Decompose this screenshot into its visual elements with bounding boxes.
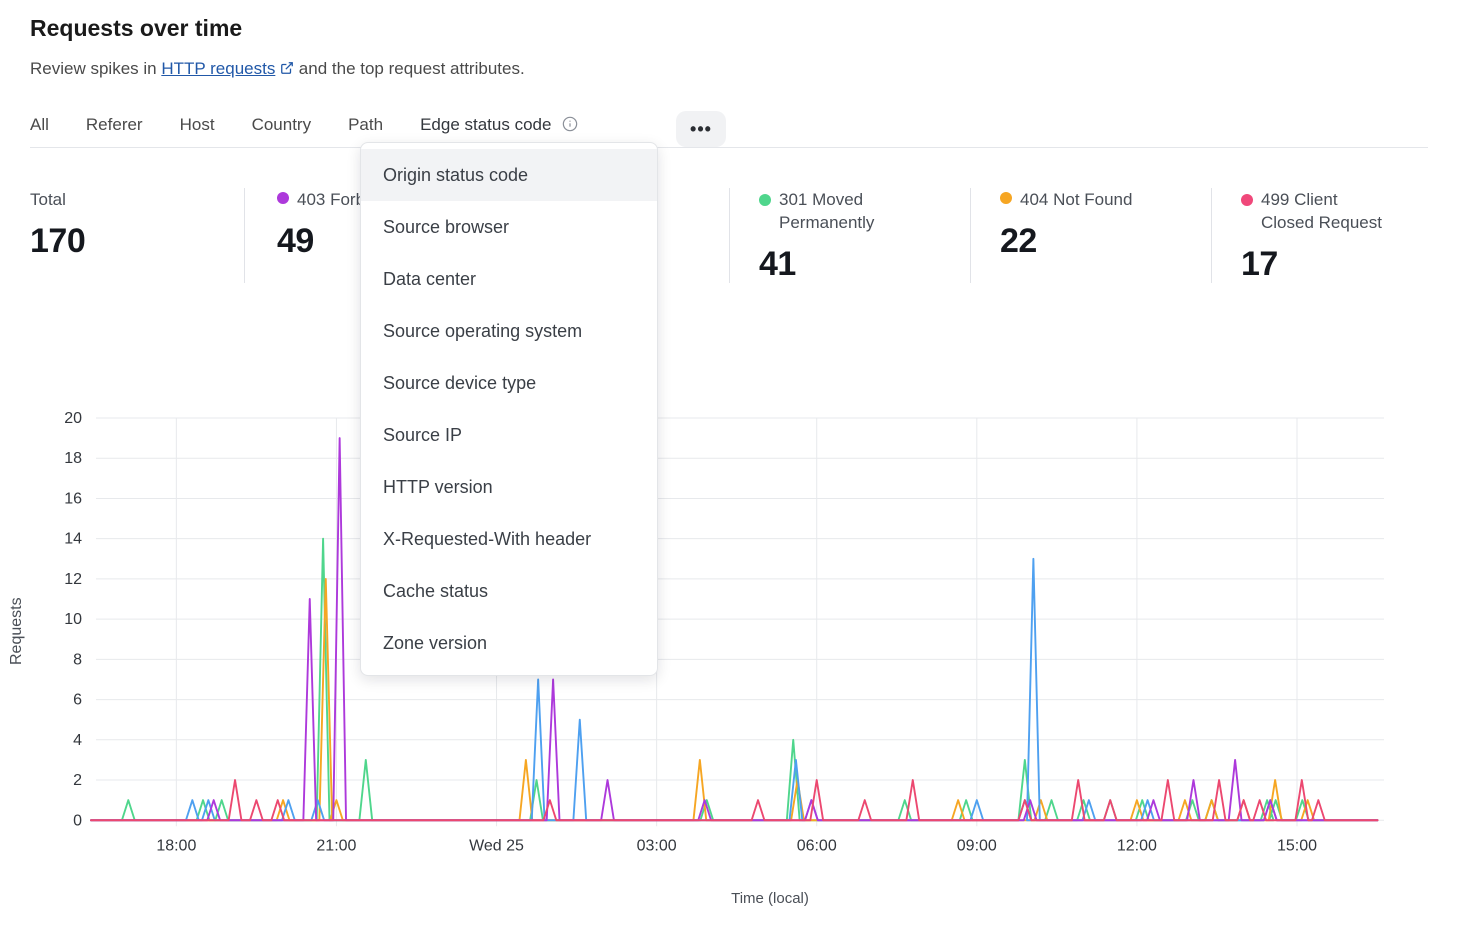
svg-text:2: 2 <box>73 772 82 789</box>
svg-text:14: 14 <box>64 531 82 548</box>
svg-text:10: 10 <box>64 611 82 628</box>
svg-text:18: 18 <box>64 450 82 467</box>
svg-text:06:00: 06:00 <box>797 837 837 854</box>
svg-text:21:00: 21:00 <box>316 837 356 854</box>
svg-text:Wed 25: Wed 25 <box>469 837 524 854</box>
svg-text:03:00: 03:00 <box>637 837 677 854</box>
svg-text:20: 20 <box>64 410 82 427</box>
svg-text:12: 12 <box>64 571 82 588</box>
svg-text:18:00: 18:00 <box>156 837 196 854</box>
svg-text:12:00: 12:00 <box>1117 837 1157 854</box>
svg-text:15:00: 15:00 <box>1277 837 1317 854</box>
svg-text:6: 6 <box>73 692 82 709</box>
svg-text:0: 0 <box>73 812 82 829</box>
svg-text:8: 8 <box>73 651 82 668</box>
svg-text:09:00: 09:00 <box>957 837 997 854</box>
svg-text:4: 4 <box>73 732 82 749</box>
svg-text:16: 16 <box>64 490 82 507</box>
